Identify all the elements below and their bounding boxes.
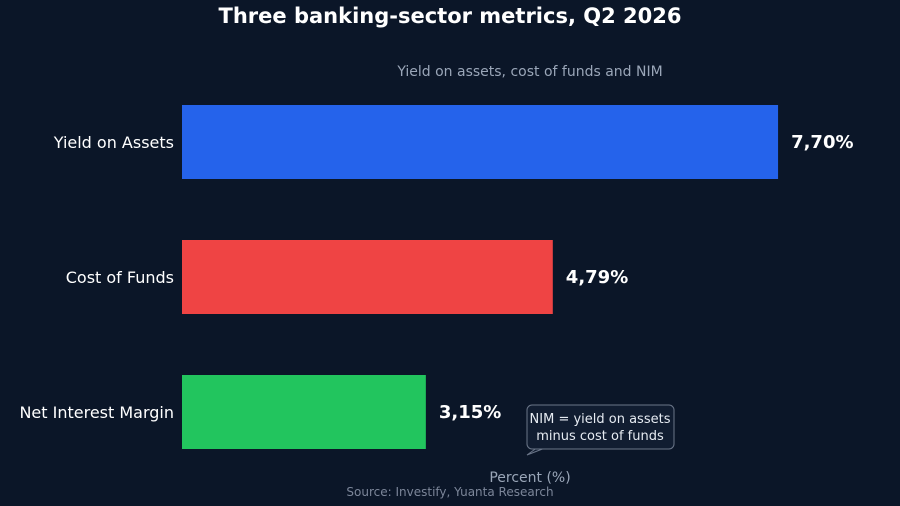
annotation-line-2: minus cost of funds: [536, 429, 664, 444]
category-label-cost-of-funds: Cost of Funds: [66, 268, 174, 287]
annotation-callout: NIM = yield on assets minus cost of fund…: [526, 404, 675, 456]
value-label-cost-of-funds: 4,79%: [566, 267, 628, 288]
value-label-yield-on-assets: 7,70%: [791, 132, 853, 153]
bar-net-interest-margin: [182, 375, 426, 449]
source-note: Source: Investify, Yuanta Research: [346, 485, 553, 499]
bar-yield-on-assets: [182, 105, 779, 179]
bar-cost-of-funds: [182, 240, 553, 314]
bars-group: Yield on Assets 7,70% Cost of Funds 4,79% Ne…: [19, 105, 854, 449]
category-label-yield-on-assets: Yield on Assets: [53, 133, 174, 152]
value-label-net-interest-margin: 3,15%: [439, 402, 501, 423]
annotation-box: [526, 404, 675, 450]
annotation-line-1: NIM = yield on assets: [530, 412, 671, 427]
x-axis-label: Percent (%): [489, 470, 570, 486]
chart-subtitle: Yield on assets, cost of funds and NIM: [396, 64, 662, 80]
category-label-net-interest-margin: Net Interest Margin: [19, 403, 174, 422]
chart-title: Three banking-sector metrics, Q2 2026: [219, 4, 682, 28]
